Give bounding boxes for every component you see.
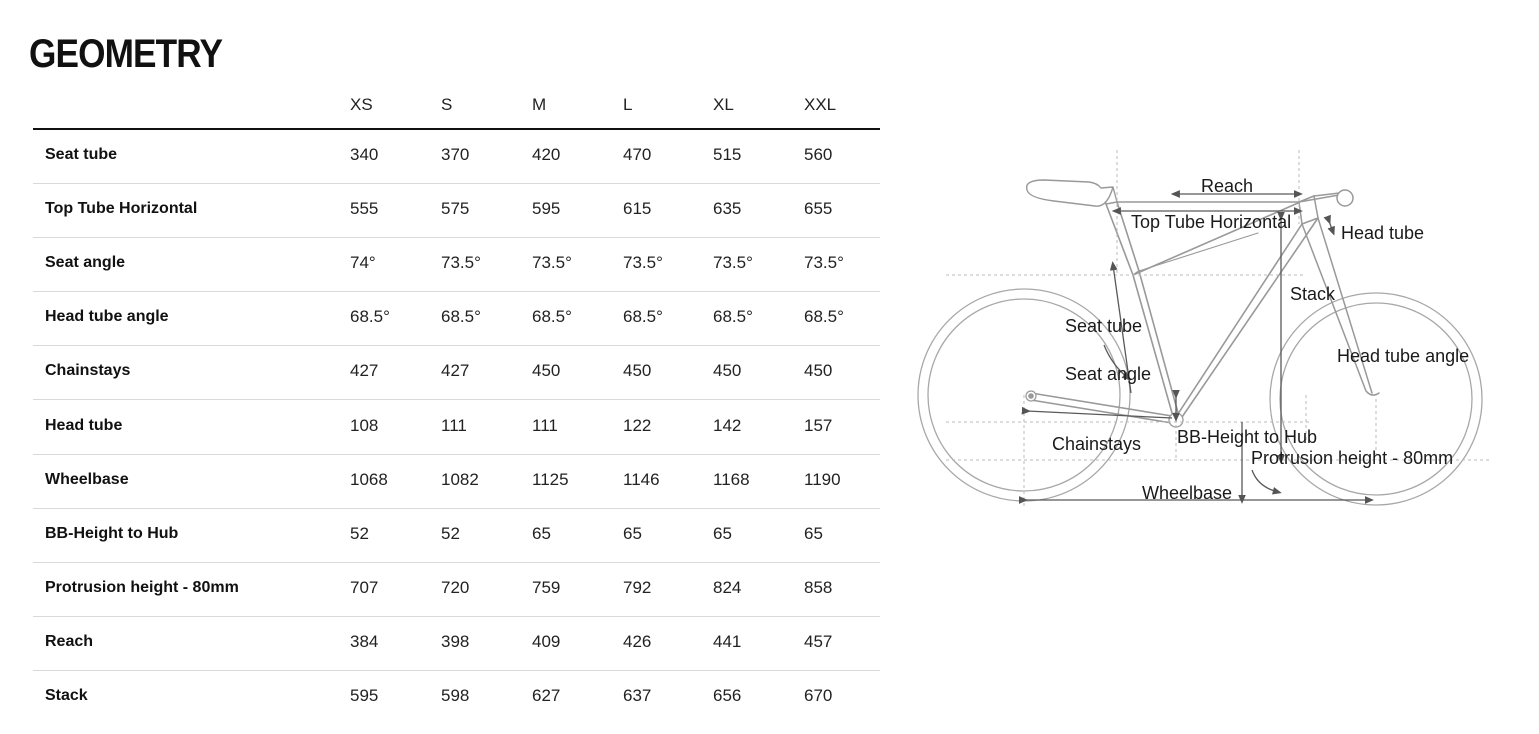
svg-text:Wheelbase: Wheelbase	[1142, 483, 1232, 503]
svg-text:Top Tube Horizontal: Top Tube Horizontal	[1131, 212, 1291, 232]
svg-text:Reach: Reach	[1201, 176, 1253, 196]
svg-text:Head tube: Head tube	[1341, 223, 1424, 243]
svg-text:Stack: Stack	[1290, 284, 1336, 304]
svg-text:Seat tube: Seat tube	[1065, 316, 1142, 336]
svg-text:Chainstays: Chainstays	[1052, 434, 1141, 454]
svg-text:Seat angle: Seat angle	[1065, 364, 1151, 384]
svg-text:BB-Height to Hub: BB-Height to Hub	[1177, 427, 1317, 447]
svg-text:Protrusion height - 80mm: Protrusion height - 80mm	[1251, 448, 1453, 468]
svg-text:Head tube angle: Head tube angle	[1337, 346, 1469, 366]
